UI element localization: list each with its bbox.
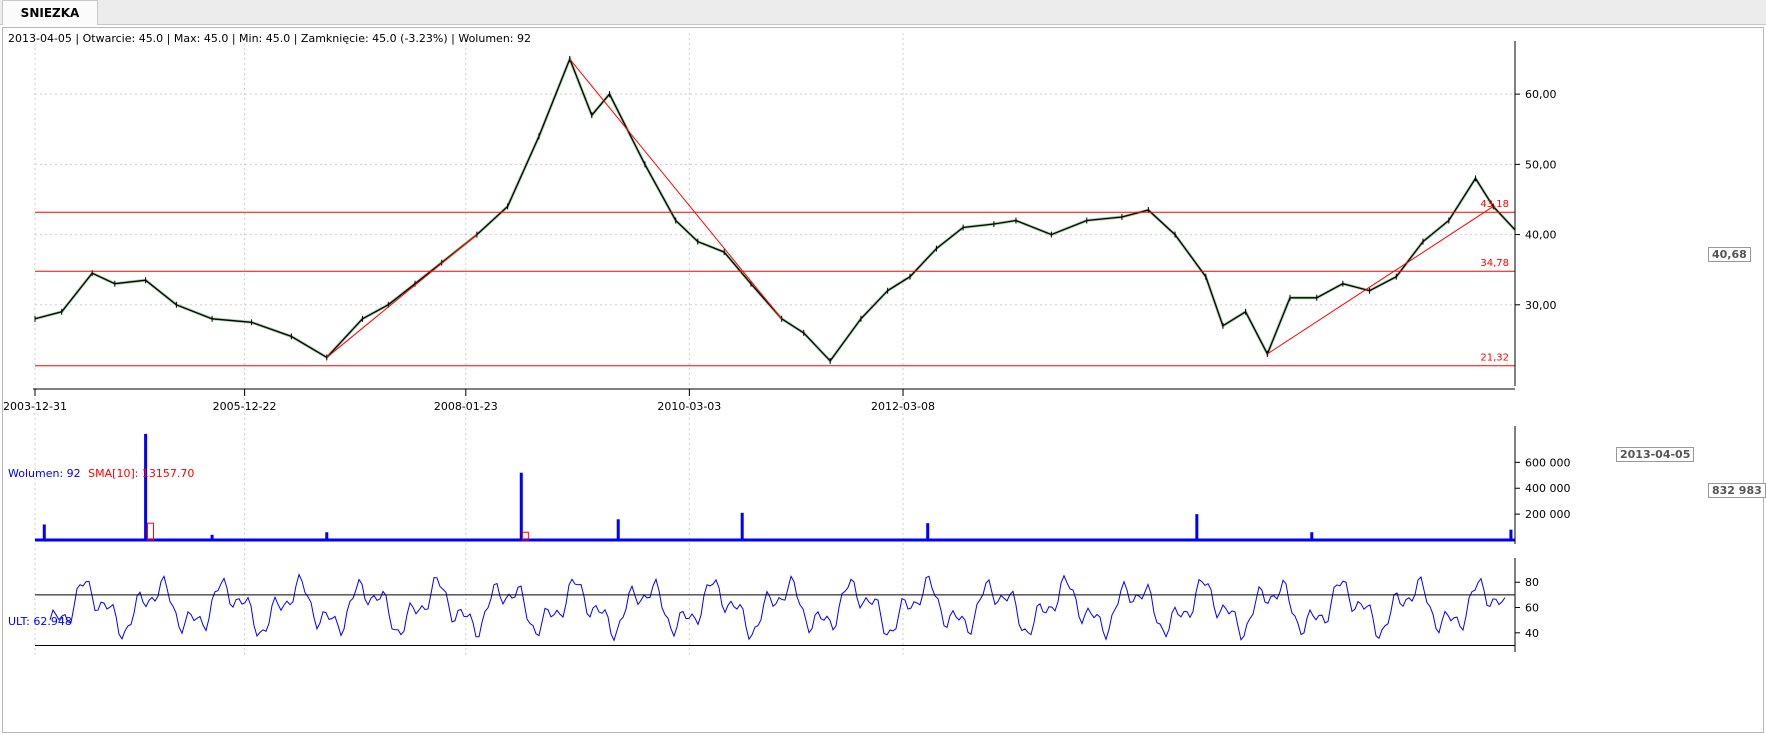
trend-line: [326, 234, 478, 358]
sma-mark: [147, 522, 155, 541]
current-date-box: 2013-04-05: [1616, 447, 1695, 462]
trend-lines: [35, 58, 1515, 367]
ult-label: ULT: 62.948: [8, 615, 72, 628]
ult-series: [49, 573, 1506, 642]
sma-series-label: SMA[10]: 13157.70: [88, 467, 195, 480]
ult-y-label: 80: [1525, 576, 1539, 589]
volume-bar: [1195, 514, 1199, 540]
x-tick-label: 2008-01-23: [434, 400, 498, 413]
tab-symbol[interactable]: SNIEZKA: [2, 0, 98, 25]
y-tick-label: 50,00: [1525, 158, 1557, 171]
volume-bar: [42, 524, 46, 540]
volume-bar: [740, 512, 744, 540]
volume-bars: [35, 433, 1515, 542]
ult-y-label: 40: [1525, 627, 1539, 640]
axes: 2003-12-31 2005-12-22 2008-01-23 2010-03-03…: [3, 41, 1571, 652]
grid-lines: [34, 33, 1515, 656]
ult-line: [49, 573, 1506, 642]
volume-label: Wolumen: 92 SMA[10]: 13157.70: [8, 467, 194, 480]
level-label: 21,32: [1480, 353, 1509, 364]
y-tick-label: 40,00: [1525, 229, 1557, 242]
x-tick-label: 2003-12-31: [3, 400, 67, 413]
level-label: 34,78: [1480, 258, 1509, 269]
price-line: [34, 57, 1516, 362]
trend-line: [569, 58, 783, 320]
volume-y-label: 200 000: [1525, 508, 1571, 521]
volume-bar: [1509, 529, 1513, 540]
last-price-box: 40,68: [1708, 247, 1751, 262]
x-tick-label: 2010-03-03: [657, 400, 721, 413]
volume-bar: [519, 472, 523, 540]
volume-bar: [210, 534, 214, 540]
volume-bar: [144, 433, 148, 540]
price-info-text: 2013-04-05 | Otwarcie: 45.0 | Max: 45.0 …: [8, 32, 531, 45]
y-tick-label: 30,00: [1525, 299, 1557, 312]
x-tick-label: 2012-03-08: [871, 400, 935, 413]
x-tick-label: 2005-12-22: [213, 400, 277, 413]
price-line-shadow: [34, 54, 1517, 364]
level-label: 43,18: [1480, 199, 1509, 210]
volume-y-label: 600 000: [1525, 456, 1571, 469]
chart-frame: [2, 27, 1764, 733]
tab-bar: SNIEZKA: [0, 0, 1766, 25]
price-series: [34, 54, 1517, 364]
volume-y-label: 400 000: [1525, 482, 1571, 495]
volume-bar: [325, 532, 329, 540]
ult-y-label: 60: [1525, 602, 1539, 615]
trend-line: [1267, 206, 1494, 355]
sma-mark: [521, 531, 529, 541]
volume-bar: [926, 523, 930, 540]
volume-bar: [1310, 532, 1314, 540]
volume-bar: [616, 519, 620, 540]
y-tick-label: 60,00: [1525, 88, 1557, 101]
volume-series-label: Wolumen: 92: [8, 467, 81, 480]
last-volume-box: 832 983: [1708, 483, 1766, 498]
